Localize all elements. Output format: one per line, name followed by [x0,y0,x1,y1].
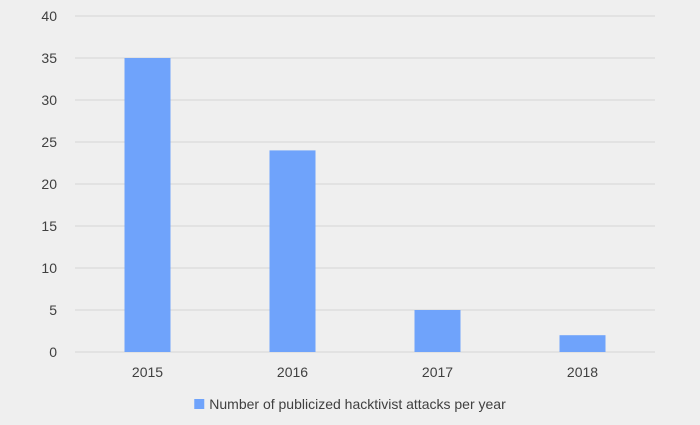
x-axis-tick-labels: 2015 2016 2017 2018 [132,364,598,380]
x-tick-label: 2016 [277,364,308,380]
legend-swatch [194,399,205,409]
x-tick-label: 2015 [132,364,163,380]
y-tick-label: 40 [41,8,57,24]
y-tick-label: 15 [41,218,57,234]
y-axis-tick-labels: 0 5 10 15 20 25 30 35 40 [41,8,57,360]
y-tick-label: 5 [49,302,57,318]
y-tick-label: 25 [41,134,57,150]
y-tick-label: 35 [41,50,57,66]
y-tick-label: 20 [41,176,57,192]
x-tick-label: 2017 [422,364,453,380]
bar-2016 [269,150,316,352]
y-tick-label: 10 [41,260,57,276]
legend-label: Number of publicized hacktivist attacks … [209,396,506,412]
y-tick-label: 30 [41,92,57,108]
bar-2017 [414,310,461,352]
legend: Number of publicized hacktivist attacks … [194,396,506,412]
x-tick-label: 2018 [567,364,598,380]
bars [124,58,606,352]
bar-2018 [559,335,606,352]
y-tick-label: 0 [49,344,57,360]
bar-2015 [124,58,171,352]
grid-lines [75,15,655,353]
